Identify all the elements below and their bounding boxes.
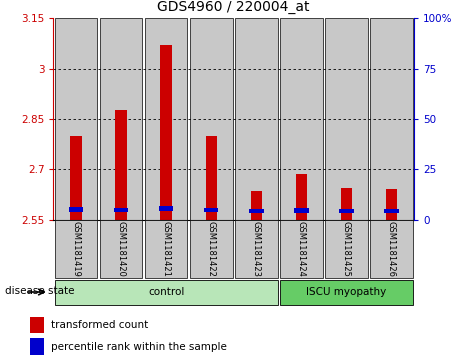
Bar xyxy=(70,136,82,220)
Bar xyxy=(325,18,368,220)
Text: control: control xyxy=(148,287,184,297)
Bar xyxy=(190,18,232,220)
Text: GSM1181423: GSM1181423 xyxy=(252,221,261,277)
Bar xyxy=(280,280,413,305)
Bar xyxy=(384,209,399,213)
Bar xyxy=(54,220,97,278)
Text: GSM1181424: GSM1181424 xyxy=(297,221,306,277)
Bar xyxy=(370,18,413,220)
Bar xyxy=(204,208,219,212)
Bar xyxy=(251,191,262,220)
Bar xyxy=(280,18,323,220)
Bar xyxy=(206,136,217,220)
Text: ISCU myopathy: ISCU myopathy xyxy=(306,287,386,297)
Text: GSM1181422: GSM1181422 xyxy=(206,221,216,277)
Bar xyxy=(69,207,83,212)
Text: disease state: disease state xyxy=(5,286,74,296)
Bar xyxy=(296,174,307,220)
Text: percentile rank within the sample: percentile rank within the sample xyxy=(51,342,227,352)
Bar xyxy=(294,208,309,213)
Bar xyxy=(325,220,368,278)
Bar xyxy=(235,18,278,220)
Bar xyxy=(160,45,172,220)
Text: GSM1181426: GSM1181426 xyxy=(387,221,396,277)
Bar xyxy=(30,338,44,355)
Bar xyxy=(385,189,397,220)
Bar xyxy=(145,18,187,220)
Bar xyxy=(249,209,264,213)
Bar xyxy=(115,110,126,220)
Bar xyxy=(190,220,232,278)
Text: GSM1181425: GSM1181425 xyxy=(342,221,351,277)
Bar xyxy=(280,220,323,278)
Bar xyxy=(235,220,278,278)
Bar xyxy=(100,220,142,278)
Text: GSM1181420: GSM1181420 xyxy=(117,221,126,277)
Bar xyxy=(30,317,44,333)
Bar xyxy=(159,206,173,211)
Bar xyxy=(100,18,142,220)
Bar xyxy=(341,188,352,220)
Bar xyxy=(339,209,353,213)
Title: GDS4960 / 220004_at: GDS4960 / 220004_at xyxy=(158,0,310,15)
Bar xyxy=(54,280,278,305)
Bar xyxy=(145,220,187,278)
Bar xyxy=(114,208,128,212)
Text: GSM1181419: GSM1181419 xyxy=(72,221,80,277)
Bar xyxy=(370,220,413,278)
Bar xyxy=(54,18,97,220)
Text: GSM1181421: GSM1181421 xyxy=(162,221,171,277)
Text: transformed count: transformed count xyxy=(51,321,149,330)
